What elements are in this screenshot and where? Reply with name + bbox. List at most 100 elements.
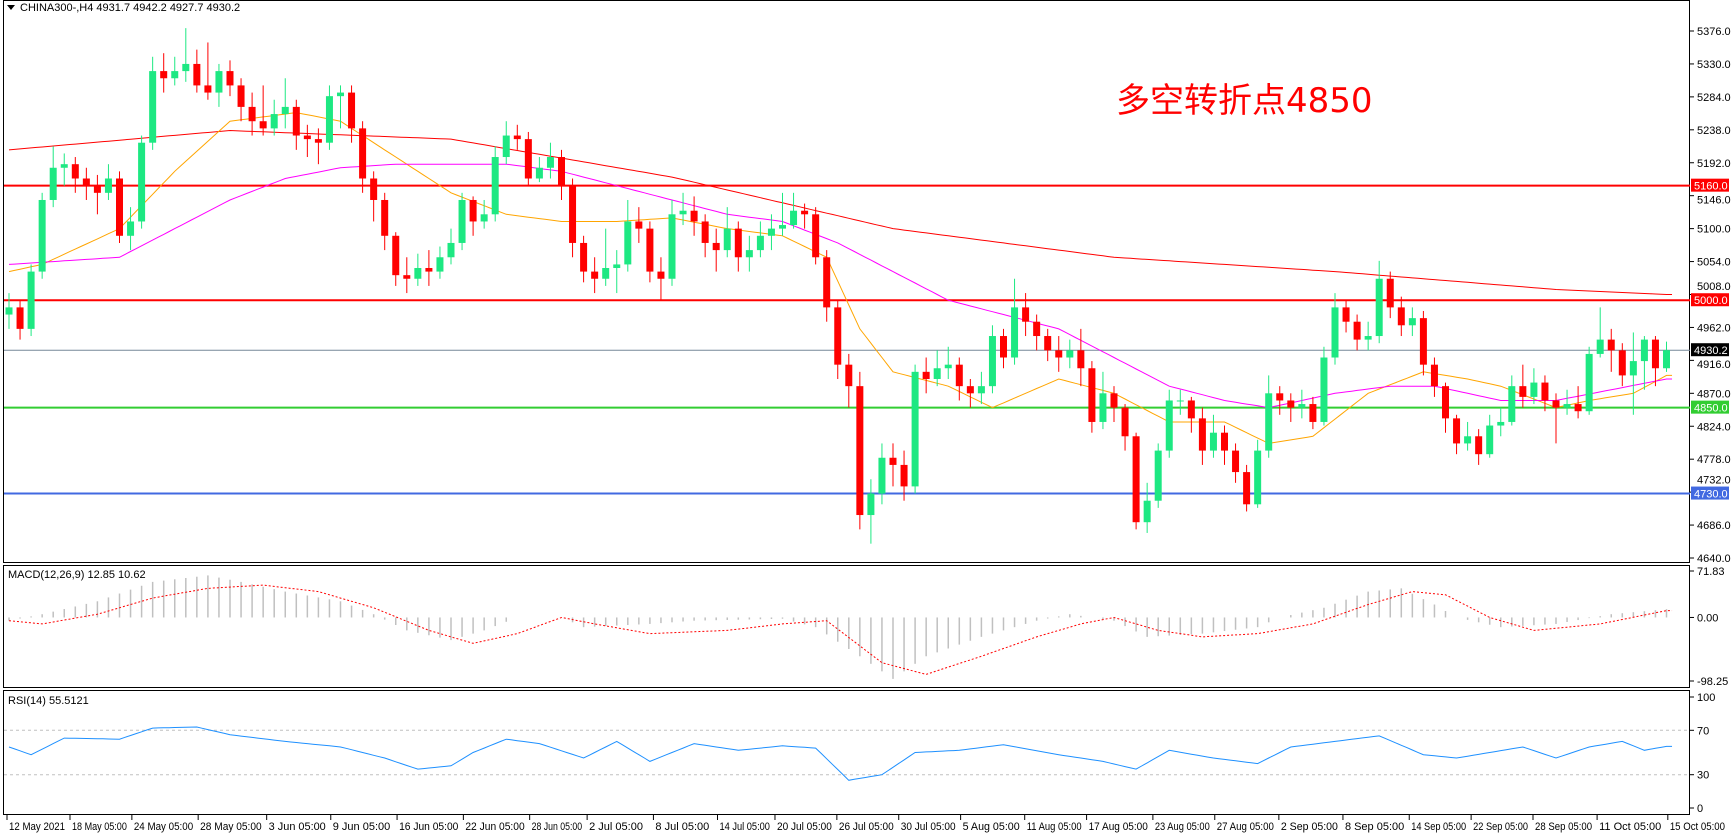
candle-body: [82, 178, 90, 186]
macd-tick-label: 0.00: [1697, 612, 1718, 624]
candle: [27, 264, 35, 337]
candle: [392, 232, 400, 286]
candle-body: [546, 157, 554, 168]
candle: [204, 42, 212, 100]
candle-body: [1353, 321, 1361, 340]
candle-body: [1486, 425, 1494, 455]
candle-body: [1408, 318, 1416, 326]
candle: [569, 178, 577, 258]
time-tick-label: 5 Aug 05:00: [963, 821, 1020, 833]
candle: [1121, 404, 1129, 451]
collapse-triangle-icon[interactable]: [7, 5, 15, 10]
candle: [160, 53, 168, 93]
level-tag-label: 4930.2: [1694, 345, 1728, 357]
candle: [779, 192, 786, 236]
rsi-line: [8, 726, 1673, 781]
rsi-tick-label: 70: [1697, 725, 1709, 737]
candle-body: [591, 271, 599, 279]
candle: [524, 131, 532, 186]
candle-body: [138, 142, 146, 222]
candle-body: [359, 128, 367, 179]
candle-body: [1265, 393, 1273, 451]
price-tick-label: 4732.0: [1697, 475, 1731, 487]
candle: [1629, 332, 1637, 415]
time-tick-label: 2 Sep 05:00: [1281, 821, 1338, 833]
candle-body: [1453, 418, 1461, 444]
level-tag-bg: [1691, 293, 1729, 307]
macd-title: MACD(12,26,9) 12.85 10.62: [8, 569, 146, 581]
candle-body: [1000, 336, 1007, 358]
candle: [71, 157, 79, 193]
candle: [767, 214, 775, 251]
candle-body: [812, 214, 820, 258]
candle: [1331, 293, 1339, 365]
candle: [1618, 343, 1626, 387]
time-tick-label: 27 Aug 05:00: [1217, 821, 1274, 833]
candle-body: [966, 386, 974, 394]
candle-body: [480, 214, 488, 222]
candle: [226, 60, 234, 97]
time-tick-label: 8 Jul 05:00: [655, 821, 709, 833]
candle: [745, 235, 753, 272]
time-tick-label: 14 Sep 05:00: [1411, 821, 1466, 833]
candle-body: [845, 364, 853, 387]
candle: [1640, 336, 1648, 390]
candle-body: [1198, 418, 1206, 451]
time-tick-label: 11 Aug 05:00: [1027, 821, 1082, 833]
candle: [1386, 271, 1394, 319]
candle: [82, 167, 90, 200]
candle-body: [502, 135, 510, 158]
candle: [657, 257, 665, 301]
candle-body: [1331, 307, 1339, 358]
candle-body: [337, 92, 344, 97]
candle-body: [1243, 472, 1251, 505]
candle: [425, 250, 433, 286]
candle-body: [856, 386, 864, 516]
candle: [1221, 425, 1228, 465]
candle: [1353, 314, 1361, 351]
candle-body: [1430, 364, 1438, 387]
candle: [646, 221, 654, 283]
candle-body: [1364, 336, 1372, 340]
candle: [116, 171, 123, 243]
candle: [60, 153, 68, 186]
candle-body: [1254, 450, 1262, 505]
candle-body: [182, 63, 190, 72]
candle-body: [1519, 386, 1527, 397]
candle-body: [469, 199, 477, 222]
candle: [933, 350, 941, 387]
candle: [1397, 296, 1405, 337]
candle: [1663, 341, 1670, 372]
candle: [790, 192, 798, 229]
time-tick-label: 15 Oct 05:00: [1670, 821, 1725, 833]
candle-body: [491, 157, 499, 215]
candle-body: [281, 106, 289, 115]
macd-tick-label: -98.25: [1697, 676, 1728, 688]
candle: [1486, 414, 1494, 458]
time-tick-label: 14 Jul 05:00: [720, 821, 770, 833]
candle: [1442, 382, 1449, 433]
candle: [911, 364, 919, 494]
candle: [867, 479, 875, 544]
time-tick-label: 3 Jun 05:00: [269, 821, 326, 833]
candle: [270, 99, 278, 136]
time-tick-label: 12 May 2021: [9, 821, 65, 833]
candle: [1011, 278, 1019, 365]
symbol-header: CHINA300-,H4 4931.7 4942.2 4927.7 4930.2: [20, 2, 240, 14]
candle: [679, 192, 687, 226]
candle: [480, 199, 488, 229]
candle-body: [1066, 350, 1074, 358]
candle-body: [878, 457, 886, 494]
candle-body: [237, 85, 245, 107]
candle: [1497, 407, 1505, 437]
candle-body: [1287, 400, 1295, 408]
candle-body: [668, 214, 676, 279]
moving-average-ma_fast: [8, 112, 1673, 444]
price-tick-label: 4962.0: [1697, 322, 1731, 334]
candle-body: [171, 71, 179, 79]
candle: [281, 78, 289, 129]
candle-body: [1663, 350, 1670, 369]
candle-body: [911, 371, 919, 487]
candle-body: [403, 275, 411, 279]
